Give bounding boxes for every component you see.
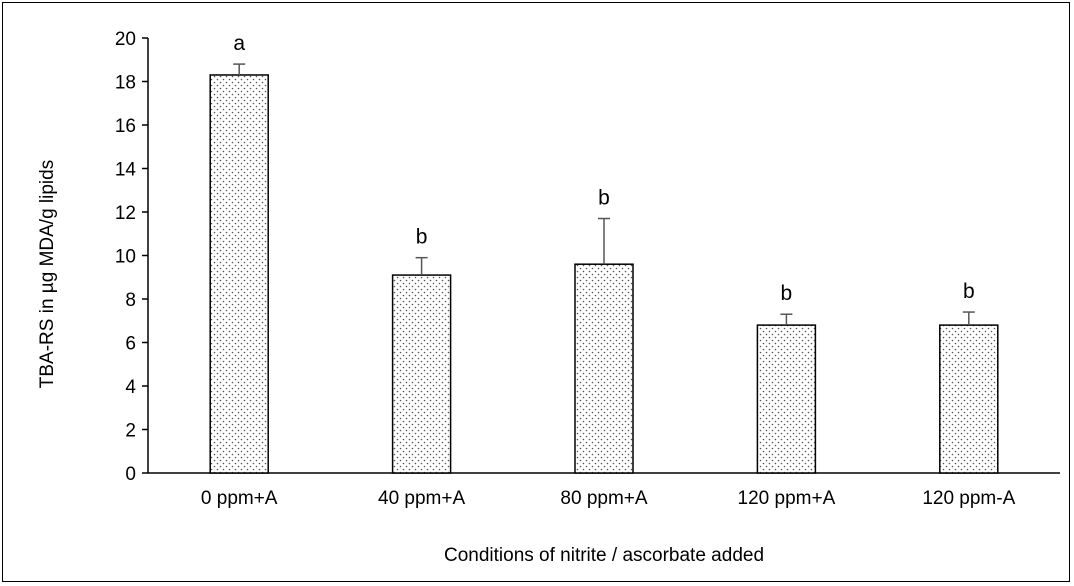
bar: [209, 74, 269, 474]
x-axis-title: Conditions of nitrite / ascorbate added: [444, 545, 764, 566]
y-tick-label: 10: [115, 247, 136, 268]
x-category-label: 80 ppm+A: [560, 488, 647, 509]
bar: [756, 324, 817, 474]
x-category-label: 120 ppm+A: [738, 488, 836, 509]
y-tick-label: 14: [115, 160, 137, 181]
significance-label: a: [233, 32, 245, 55]
significance-label: b: [416, 226, 428, 249]
bars: a b b b b: [209, 32, 999, 474]
x-category-label: 0 ppm+A: [201, 488, 278, 509]
y-tick-label: 12: [115, 203, 136, 224]
y-tick-label: 6: [125, 334, 136, 355]
y-tick-label: 2: [125, 421, 136, 442]
significance-label: b: [781, 282, 793, 305]
y-tick-label: 20: [115, 29, 136, 50]
x-category-label: 40 ppm+A: [378, 488, 465, 509]
bar: [939, 324, 999, 474]
significance-label: b: [963, 280, 975, 303]
x-axis: 0 ppm+A 40 ppm+A 80 ppm+A 120 ppm+A 120 ppm-…: [148, 472, 1060, 509]
y-axis: 0 2 4 6 8 10 12 14 16 18 20: [115, 29, 149, 485]
bar: [391, 274, 452, 474]
y-tick-label: 8: [125, 290, 136, 311]
y-tick-label: 18: [115, 73, 136, 94]
y-tick-label: 16: [115, 116, 136, 137]
significance-label: b: [598, 187, 610, 210]
y-tick-label: 4: [125, 377, 136, 398]
y-tick-label: 0: [125, 464, 136, 485]
y-axis-title: TBA-RS in µg MDA/g lipids: [37, 160, 58, 388]
bar: [574, 263, 634, 474]
x-category-label: 120 ppm-A: [922, 488, 1015, 509]
